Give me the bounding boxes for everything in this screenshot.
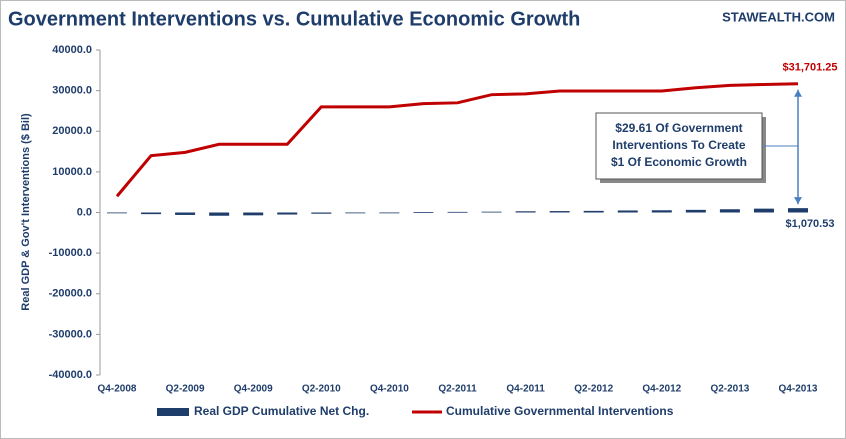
bar xyxy=(481,211,502,213)
annotation-text: $29.61 Of Government xyxy=(615,121,742,135)
y-tick-label: 40000.0 xyxy=(52,44,92,56)
bar xyxy=(107,212,127,214)
bar xyxy=(617,210,638,213)
chart-title: Government Interventions vs. Cumulative … xyxy=(8,8,580,30)
value-label: $1,070.53 xyxy=(786,218,835,230)
x-tick-label: Q2-2009 xyxy=(166,384,205,395)
arrow-head xyxy=(794,197,802,205)
annotation-box xyxy=(595,112,763,180)
legend-label: Cumulative Governmental Interventions xyxy=(446,404,674,418)
bar xyxy=(788,208,808,213)
y-tick-label: 10000.0 xyxy=(52,166,92,178)
y-tick-label: 30000.0 xyxy=(52,85,92,97)
y-tick-label: -20000.0 xyxy=(49,288,92,300)
y-tick-label: -30000.0 xyxy=(49,328,92,340)
bar xyxy=(311,212,332,214)
bar xyxy=(583,210,604,213)
bar xyxy=(209,212,230,216)
x-tick-label: Q2-2010 xyxy=(302,384,341,395)
bar xyxy=(549,211,570,213)
bar xyxy=(447,211,468,213)
bar xyxy=(719,209,740,213)
bar xyxy=(515,211,536,213)
y-axis-label: Real GDP & Gov't Interventions ($ Bil) xyxy=(20,113,32,311)
bar xyxy=(141,212,162,215)
x-tick-label: Q2-2013 xyxy=(710,384,749,395)
bar xyxy=(413,212,434,213)
annotation-text: Interventions To Create xyxy=(612,138,745,152)
x-tick-label: Q2-2011 xyxy=(438,384,477,395)
bar xyxy=(277,212,298,215)
bar xyxy=(175,212,196,215)
bar xyxy=(243,212,264,216)
y-tick-label: -40000.0 xyxy=(49,369,92,381)
legend-swatch xyxy=(157,408,189,416)
bar xyxy=(345,212,366,214)
x-tick-label: Q4-2010 xyxy=(370,384,409,395)
value-label: $31,701.25 xyxy=(782,62,837,74)
y-tick-label: 20000.0 xyxy=(52,125,92,137)
bar xyxy=(753,208,774,213)
x-tick-label: Q4-2008 xyxy=(98,384,137,395)
x-tick-label: Q4-2011 xyxy=(506,384,545,395)
y-tick-label: 0.0 xyxy=(77,206,92,218)
watermark: STAWEALTH.COM xyxy=(722,9,835,24)
legend-label: Real GDP Cumulative Net Chg. xyxy=(194,404,369,418)
annotation-text: $1 Of Economic Growth xyxy=(611,155,747,169)
x-tick-label: Q4-2012 xyxy=(642,384,681,395)
y-tick-label: -10000.0 xyxy=(49,247,92,259)
x-tick-label: Q4-2013 xyxy=(779,384,818,395)
line-series xyxy=(115,82,799,198)
x-tick-label: Q4-2009 xyxy=(234,384,273,395)
x-tick-label: Q2-2012 xyxy=(574,384,613,395)
bar xyxy=(651,210,672,213)
arrow-head xyxy=(794,89,802,97)
bar xyxy=(685,209,706,213)
bar xyxy=(379,212,400,214)
